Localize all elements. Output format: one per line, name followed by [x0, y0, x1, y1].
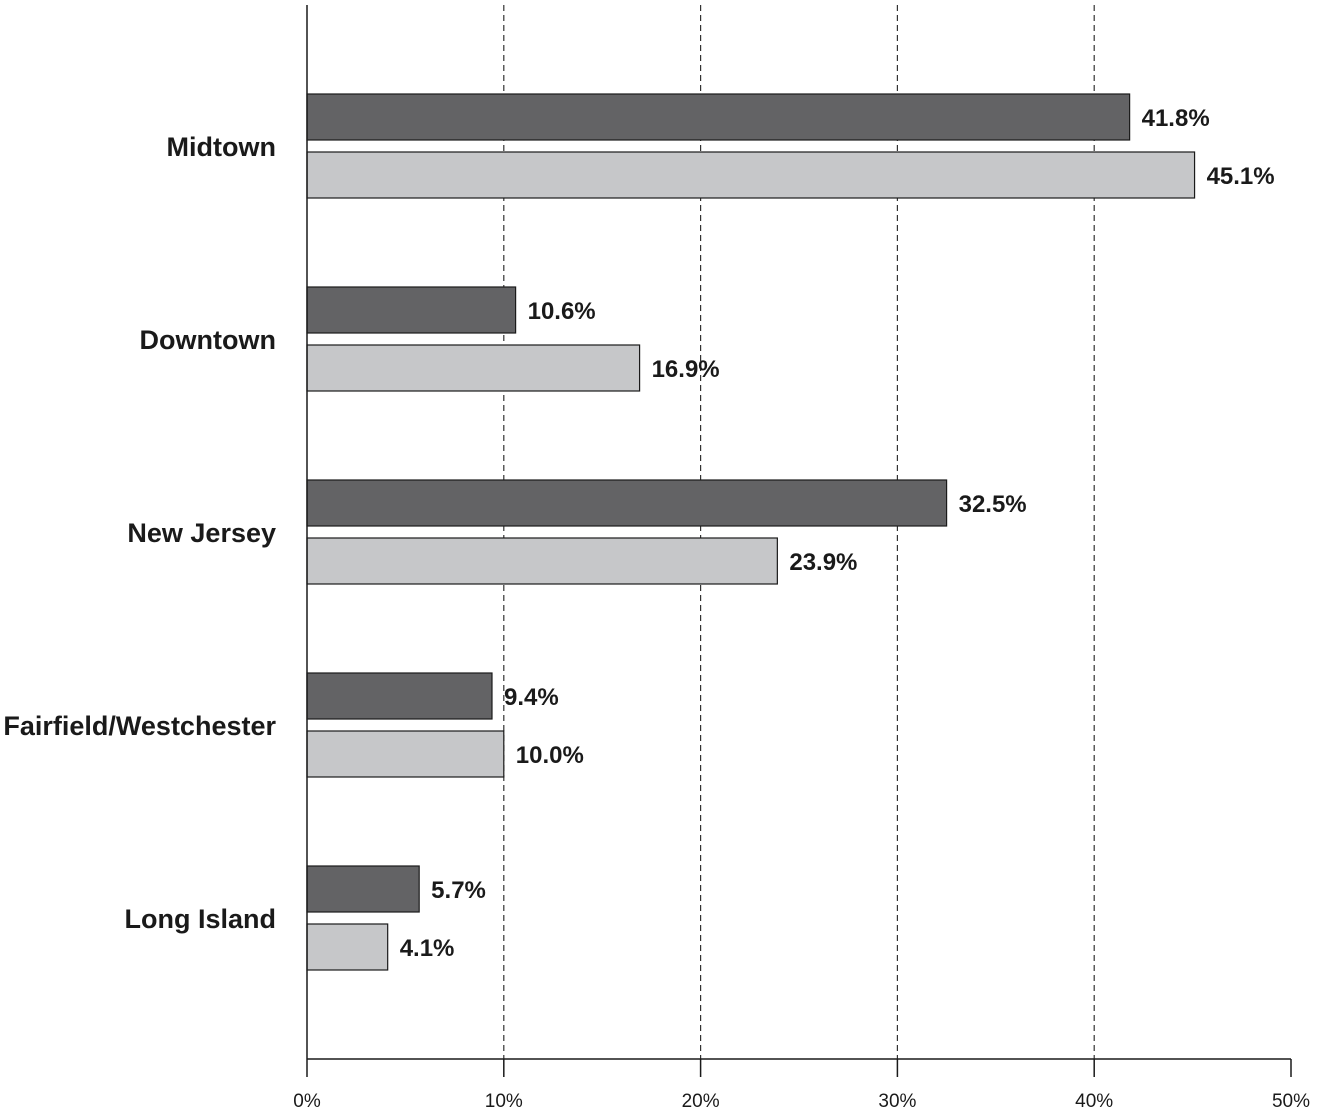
tick-label-50: 50% [1272, 1091, 1310, 1112]
category-label-2: New Jersey [127, 518, 276, 548]
tick-label-0: 0% [293, 1091, 321, 1112]
bar-3-series-0 [306, 672, 493, 720]
value-label-4-series-0: 5.7% [431, 877, 486, 904]
axes [306, 5, 1292, 1077]
value-label-1-series-1: 16.9% [652, 356, 720, 383]
tick-label-10: 10% [485, 1091, 523, 1112]
tick-label-40: 40% [1075, 1091, 1113, 1112]
value-label-2-series-0: 32.5% [959, 491, 1027, 518]
bar-4-series-0 [306, 865, 420, 913]
value-label-4-series-1: 4.1% [400, 935, 455, 962]
bar-0-series-0 [306, 93, 1131, 141]
bars [306, 93, 1196, 971]
category-label-4: Long Island [125, 904, 277, 934]
value-label-2-series-1: 23.9% [789, 549, 857, 576]
value-label-0-series-0: 41.8% [1142, 105, 1210, 132]
category-label-0: Midtown [167, 132, 276, 162]
value-label-3-series-0: 9.4% [504, 684, 559, 711]
bar-2-series-0 [306, 479, 948, 527]
bar-1-series-1 [306, 344, 641, 392]
value-labels: 41.8% 45.1% 10.6% 16.9% 32.5% 23.9% 9.4% 10.0% 5… [400, 105, 1275, 962]
bar-0-series-1 [306, 151, 1196, 199]
category-labels: Midtown Downtown New Jersey Fairfield/Westc… [3, 132, 276, 934]
x-tick-labels: 0% 10% 20% 30% 40% 50% [293, 1091, 1310, 1112]
bar-2-series-1 [306, 537, 778, 585]
tick-label-30: 30% [878, 1091, 916, 1112]
value-label-1-series-0: 10.6% [528, 298, 596, 325]
bar-1-series-0 [306, 286, 517, 334]
category-label-1: Downtown [140, 325, 276, 355]
bar-3-series-1 [306, 730, 505, 778]
bar-4-series-1 [306, 923, 389, 971]
value-label-0-series-1: 45.1% [1207, 163, 1275, 190]
category-label-3: Fairfield/Westchester [3, 711, 276, 741]
value-label-3-series-1: 10.0% [516, 742, 584, 769]
tick-label-20: 20% [682, 1091, 720, 1112]
